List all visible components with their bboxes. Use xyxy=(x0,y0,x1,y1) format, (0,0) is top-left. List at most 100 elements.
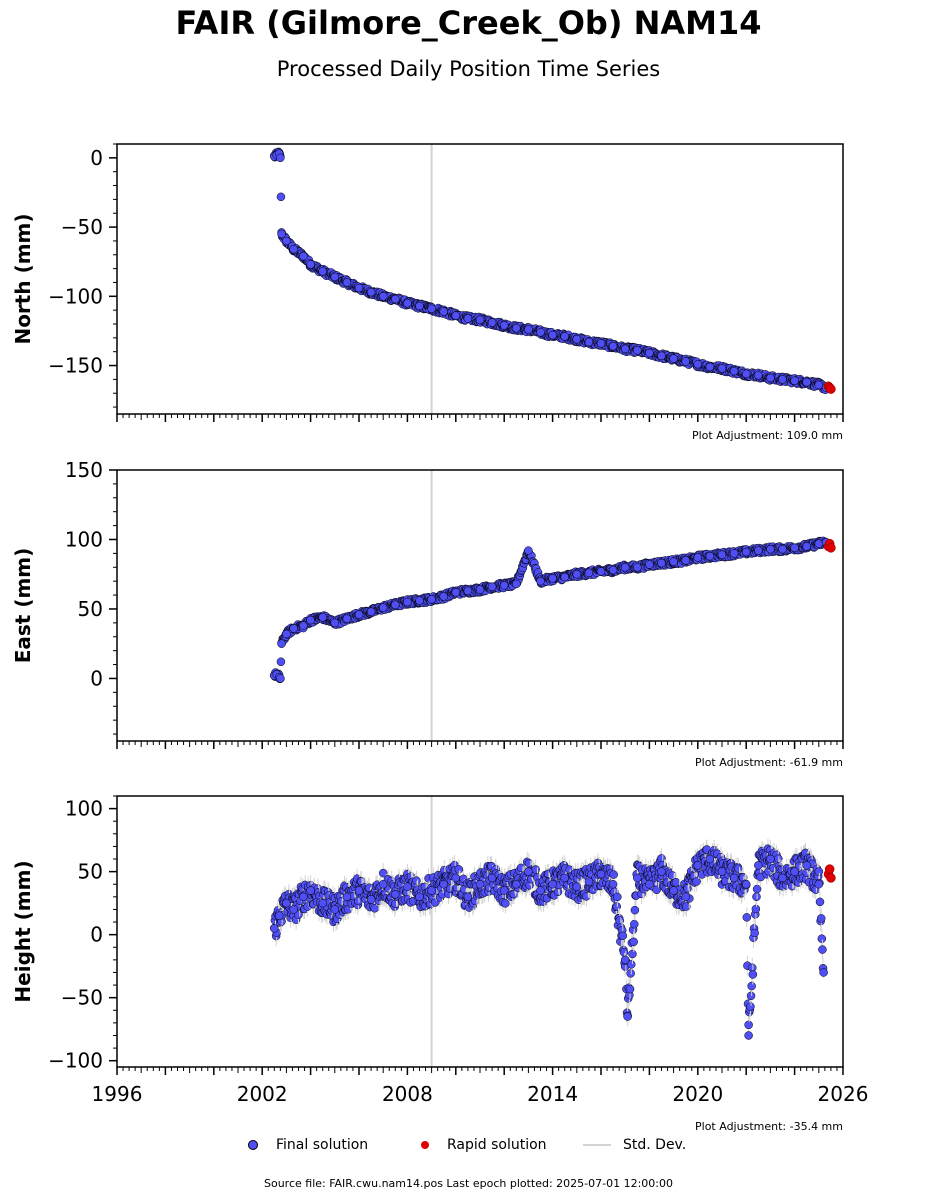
final-solution-point xyxy=(412,876,421,885)
final-solution-point xyxy=(536,328,545,337)
panel-height: 100 50 0 −50 −100 1996 2002 2008 2014 2020 2026 Hei… xyxy=(11,795,868,1133)
y-tick-label: 0 xyxy=(90,146,103,170)
final-solution-point xyxy=(560,873,569,883)
final-solution-point xyxy=(318,613,327,622)
final-solution-point xyxy=(289,905,298,914)
final-solution-point xyxy=(744,1031,753,1040)
rapid-solution-point xyxy=(826,543,836,553)
legend-label-final: Final solution xyxy=(276,1137,369,1153)
final-solution-point xyxy=(751,904,761,914)
final-solution-point xyxy=(439,879,448,889)
final-solution-point xyxy=(299,251,308,261)
final-solution-point xyxy=(282,236,291,246)
plot-adjustment-label: Plot Adjustment: -35.4 mm xyxy=(695,1120,843,1133)
source-footer: Source file: FAIR.cwu.nam14.pos Last epo… xyxy=(263,1177,674,1190)
final-solution-point xyxy=(766,544,775,554)
final-solution-point xyxy=(427,886,436,895)
final-solution-point xyxy=(548,330,557,340)
final-solution-point xyxy=(548,574,557,583)
final-solution-point xyxy=(403,597,412,607)
final-solution-point xyxy=(671,878,681,887)
final-solution-point xyxy=(596,567,606,576)
final-solution-point xyxy=(742,913,752,922)
x-tick-label: 2020 xyxy=(672,1082,723,1106)
final-solution-point xyxy=(705,551,715,561)
final-solution-point xyxy=(750,928,759,938)
y-tick-label: 0 xyxy=(90,666,103,690)
final-solution-point xyxy=(378,292,388,301)
final-solution-point xyxy=(766,373,775,383)
chart-subtitle: Processed Daily Position Time Series xyxy=(276,57,661,81)
final-solution-point xyxy=(276,674,285,683)
final-solution-point xyxy=(681,556,690,565)
final-solution-point xyxy=(584,568,594,578)
final-solution-point xyxy=(754,546,763,555)
final-solution-point xyxy=(499,581,509,590)
final-solution-point xyxy=(306,886,315,895)
y-tick-label: 100 xyxy=(65,797,103,821)
final-solution-point xyxy=(512,323,521,333)
final-solution-point xyxy=(682,902,691,911)
final-solution-point xyxy=(633,563,642,572)
final-solution-point xyxy=(451,311,461,320)
final-solution-point xyxy=(366,607,376,617)
final-solution-point xyxy=(746,991,756,1001)
final-solution-point xyxy=(802,377,811,387)
y-axis-label: North (mm) xyxy=(11,213,35,344)
final-solution-point xyxy=(717,867,727,876)
final-solution-point xyxy=(354,283,364,293)
final-solution-point xyxy=(814,380,824,390)
final-solution-point xyxy=(625,984,635,994)
final-solution-point xyxy=(378,868,388,878)
x-tick-label: 2002 xyxy=(237,1082,288,1106)
final-solution-point xyxy=(609,870,618,879)
final-solution-point xyxy=(744,1020,753,1030)
legend-item-final: Final solution xyxy=(248,1137,368,1153)
final-solution-point xyxy=(403,882,412,892)
final-solution-point xyxy=(475,879,485,889)
final-solution-point xyxy=(815,897,825,907)
final-solution-point xyxy=(536,576,545,586)
final-solution-point xyxy=(754,370,763,380)
data-layer-north xyxy=(270,147,836,395)
final-solution-point xyxy=(415,596,424,605)
final-solution-point xyxy=(669,886,678,895)
final-solution-point xyxy=(619,948,629,957)
final-solution-point xyxy=(693,861,703,870)
final-solution-point xyxy=(366,287,376,297)
final-solution-point xyxy=(454,865,464,874)
final-solution-point xyxy=(451,588,461,597)
y-tick-label: −100 xyxy=(48,284,103,308)
final-solution-point xyxy=(318,898,327,908)
final-solution-point xyxy=(451,873,461,883)
final-solution-point xyxy=(276,657,286,667)
final-solution-point xyxy=(752,892,761,902)
final-solution-point xyxy=(817,934,827,943)
final-solution-point xyxy=(487,318,497,327)
final-solution-point xyxy=(693,359,703,369)
final-solution-point xyxy=(318,267,327,276)
final-solution-point xyxy=(778,375,787,384)
final-solution-point xyxy=(717,364,727,373)
final-solution-point xyxy=(475,585,485,594)
final-solution-point xyxy=(342,278,352,287)
legend-item-rapid: Rapid solution xyxy=(421,1137,547,1153)
final-solution-point xyxy=(645,879,654,889)
final-solution-point xyxy=(729,366,739,376)
final-solution-point xyxy=(584,877,594,886)
final-solution-point xyxy=(652,885,661,895)
final-solution-point xyxy=(524,867,533,876)
final-solution-point xyxy=(282,898,291,908)
final-solution-point xyxy=(274,911,284,920)
final-solution-point xyxy=(620,563,630,572)
final-solution-point xyxy=(572,569,582,579)
final-solution-point xyxy=(439,592,448,601)
y-tick-label: −150 xyxy=(48,354,103,378)
final-solution-point xyxy=(608,341,618,351)
final-solution-point xyxy=(403,298,412,308)
panel-east: 0 50 100 150 East (mm) Plot Adjustment: -61.9… xyxy=(11,458,844,769)
final-solution-point xyxy=(818,945,827,954)
final-solution-point xyxy=(705,854,715,864)
final-solution-point xyxy=(778,544,787,554)
final-solution-point xyxy=(289,244,298,254)
